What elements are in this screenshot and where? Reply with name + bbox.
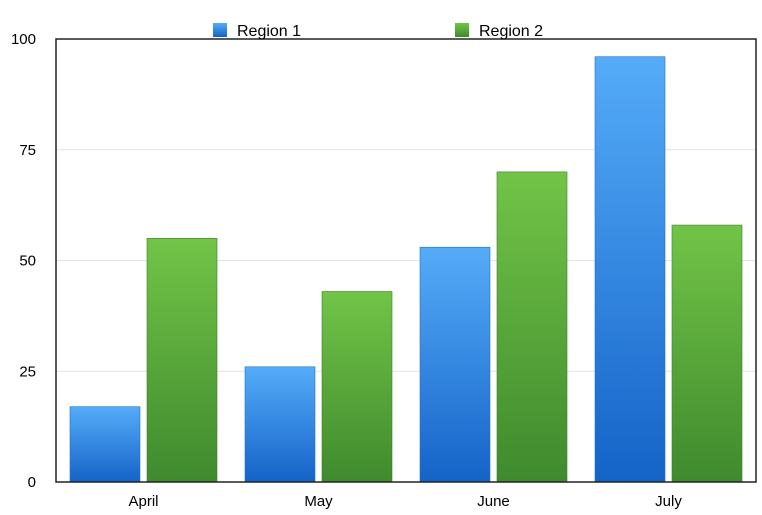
legend-label: Region 2 [479,23,543,40]
bar-region-1-july [594,56,666,483]
x-tick-label: April [128,493,158,510]
bar-region-2-june [496,171,568,483]
legend-swatch [213,23,227,37]
x-tick-label: May [304,493,333,510]
x-axis-tick-labels: April May June July [128,493,682,510]
bar-region-1-april [69,406,141,483]
legend-label: Region 1 [237,23,301,40]
legend-swatch [455,23,469,37]
y-tick-label: 50 [19,253,36,270]
y-axis-tick-labels: 0 25 50 75 100 [11,31,36,491]
plot-area-frame [55,38,757,483]
bar-region-1-may [244,366,316,483]
y-tick-label: 0 [28,474,36,491]
y-tick-label: 25 [19,363,36,380]
legend-item: Region 1 [213,23,301,40]
y-tick-label: 100 [11,31,36,48]
bar-region-1-june [419,246,491,483]
x-tick-label: July [655,493,682,510]
bar-region-2-may [321,291,393,483]
legend-item: Region 2 [455,23,543,40]
x-tick-label: June [477,493,510,510]
legend: Region 1 Region 2 [213,23,543,40]
bar-region-2-july [671,224,743,483]
bar-region-2-april [146,238,218,483]
y-tick-label: 75 [19,142,36,159]
bars [69,56,743,483]
